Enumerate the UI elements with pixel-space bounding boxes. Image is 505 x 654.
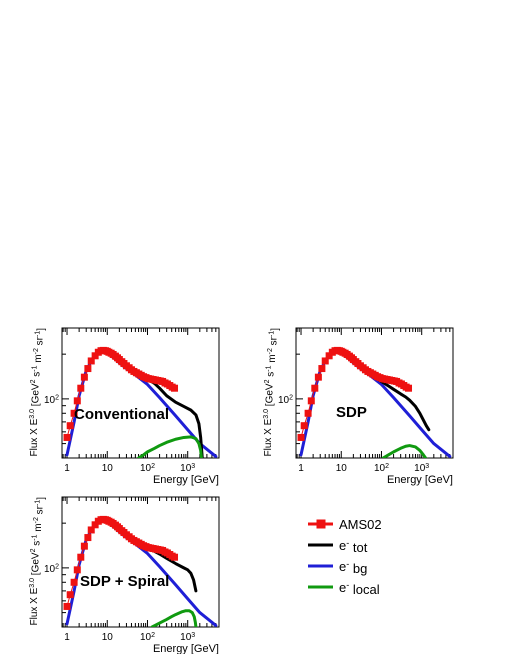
x-axis-title: Energy [GeV] — [153, 474, 219, 486]
x-tick-label: 10 — [336, 463, 348, 474]
x-tick-label: 1 — [64, 632, 70, 643]
data-point-ams02 — [307, 397, 315, 405]
data-point-ams02 — [405, 384, 413, 392]
x-axis-title: Energy [GeV] — [153, 643, 219, 654]
x-tick-label: 102 — [140, 632, 155, 643]
plot-area — [297, 346, 452, 458]
data-point-ams02 — [73, 397, 81, 405]
data-point-ams02 — [63, 602, 71, 610]
data-point-ams02 — [318, 365, 326, 373]
data-point-ams02 — [70, 578, 78, 586]
x-tick-label: 10 — [102, 632, 114, 643]
data-point-ams02 — [84, 365, 92, 373]
series-e-local-line — [137, 435, 203, 458]
x-tick-label: 103 — [414, 463, 429, 474]
data-point-ams02 — [171, 384, 179, 392]
y-axis-title: Flux X E3.0 [GeV2 s-1 m-2 sr-1] — [29, 497, 47, 626]
legend-label-e-local: e- local — [339, 580, 380, 597]
data-point-ams02 — [304, 409, 312, 417]
y-axis-title: Flux X E3.0 [GeV2 s-1 m-2 sr-1] — [263, 328, 281, 457]
x-tick-label: 1 — [64, 463, 70, 474]
y-axis-title: Flux X E3.0 [GeV2 s-1 m-2 sr-1] — [29, 328, 47, 457]
data-point-ams02 — [70, 409, 78, 417]
x-tick-label: 102 — [140, 463, 155, 474]
panel-label: SDP — [336, 404, 367, 421]
data-point-ams02 — [321, 357, 329, 365]
legend-label-e-tot: e- tot — [339, 538, 368, 555]
data-point-ams02 — [311, 384, 319, 392]
data-point-ams02 — [91, 352, 99, 360]
data-point-ams02 — [171, 553, 179, 561]
data-point-ams02 — [66, 422, 74, 430]
data-point-ams02 — [80, 373, 88, 381]
panel-label: Conventional — [74, 406, 169, 423]
x-tick-label: 1 — [298, 463, 304, 474]
data-point-ams02 — [87, 357, 95, 365]
x-tick-label: 102 — [374, 463, 389, 474]
y-tick-label: 102 — [44, 395, 59, 406]
data-point-ams02 — [87, 526, 95, 534]
plot-frame — [295, 327, 454, 459]
plot-area — [63, 515, 218, 627]
y-tick-label: 102 — [278, 395, 293, 406]
x-tick-label: 10 — [102, 463, 114, 474]
legend-label-ams02: AMS02 — [339, 517, 382, 532]
series-e-local-line — [381, 444, 428, 458]
x-axis-title: Energy [GeV] — [387, 474, 453, 486]
x-tick-label: 103 — [180, 632, 195, 643]
data-point-ams02 — [66, 591, 74, 599]
data-point-ams02 — [297, 433, 305, 441]
plot-area — [63, 346, 218, 458]
panel-label: SDP + Spiral — [80, 573, 169, 590]
plot-frame — [61, 496, 220, 628]
x-tick-label: 103 — [180, 463, 195, 474]
data-point-ams02 — [91, 521, 99, 529]
data-point-ams02 — [80, 542, 88, 550]
data-point-ams02 — [314, 373, 322, 381]
legend: AMS02 e- tot e- bg e- local — [308, 517, 382, 597]
legend-marker-ams02 — [316, 519, 326, 529]
data-point-ams02 — [73, 566, 81, 574]
data-point-ams02 — [300, 422, 308, 430]
series-e-local-line — [150, 609, 198, 627]
y-tick-label: 102 — [44, 564, 59, 575]
data-point-ams02 — [77, 384, 85, 392]
data-point-ams02 — [77, 553, 85, 561]
data-point-ams02 — [84, 534, 92, 542]
legend-label-e-bg: e- bg — [339, 559, 367, 576]
data-point-ams02 — [325, 352, 333, 360]
data-point-ams02 — [63, 433, 71, 441]
